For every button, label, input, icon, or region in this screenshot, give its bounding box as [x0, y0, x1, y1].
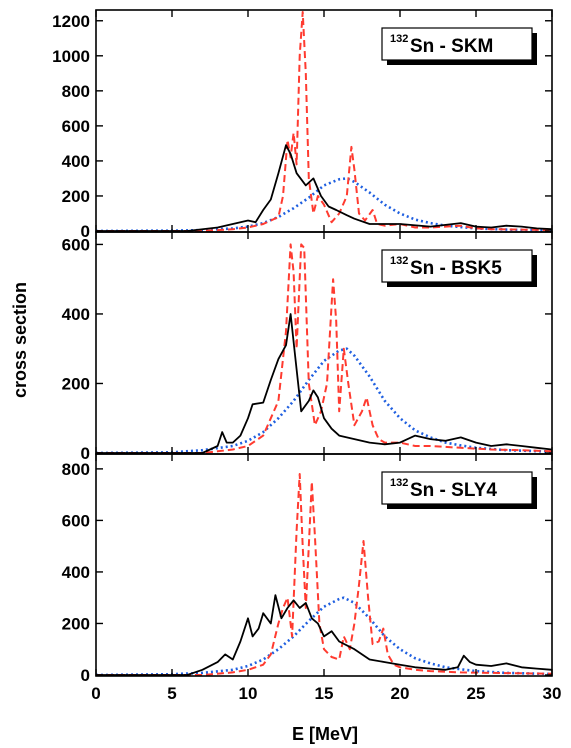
y-tick-label: 800 [62, 460, 90, 479]
y-tick-label: 200 [62, 374, 90, 393]
panel-2: 0 200 400 600 132 Sn - BSK5 [62, 231, 553, 463]
panel-1: 0 200 400 600 800 1000 1200 132 Sn - SKM [52, 9, 553, 241]
series-group [96, 243, 552, 454]
y-tick-label: 400 [62, 152, 90, 171]
panel-label-frame [381, 27, 533, 61]
y-tick-label: 200 [62, 614, 90, 633]
series-dotted-line [96, 347, 552, 454]
y-tick-label: 400 [62, 563, 90, 582]
panel-label-sup: 132 [390, 255, 408, 267]
series-solid-line [96, 313, 552, 454]
x-tick-label: 15 [315, 684, 334, 703]
y-tick-label: 0 [81, 444, 90, 463]
panel-label-sup: 132 [390, 33, 408, 45]
y-tick-label: 0 [81, 666, 90, 685]
panel-label-sup: 132 [390, 477, 408, 489]
y-tick-label: 400 [62, 305, 90, 324]
series-solid-line [96, 144, 552, 232]
y-tick-label: 800 [62, 82, 90, 101]
y-tick-label: 600 [62, 511, 90, 530]
series-group [96, 11, 552, 232]
y-tick-label: 1200 [52, 12, 90, 31]
x-axis-title: E [MeV] [292, 724, 358, 744]
panel-label-text: Sn - SLY4 [410, 480, 497, 501]
panel-3: 0 200 400 600 800 0 5 10 15 20 25 30 132 Sn - SLY4 [62, 453, 562, 703]
series-dotted-line [96, 596, 552, 676]
x-tick-label: 10 [239, 684, 258, 703]
series-group [96, 473, 552, 676]
panel-label-text: Sn - BSK5 [410, 258, 502, 279]
panel-label-box: 132 Sn - SLY4 [381, 471, 537, 509]
series-dashed-line [96, 11, 552, 232]
series-dashed-line [96, 243, 552, 454]
panel-label-box: 132 Sn - BSK5 [381, 249, 537, 287]
panel-label-text: Sn - SKM [410, 36, 493, 57]
panel-label-frame [381, 249, 533, 283]
x-tick-label: 25 [467, 684, 486, 703]
y-tick-label: 600 [62, 117, 90, 136]
y-tick-label: 600 [62, 235, 90, 254]
y-tick-label: 0 [81, 222, 90, 241]
y-tick-label: 200 [62, 187, 90, 206]
panel-label-frame [381, 471, 533, 505]
panel-label-box: 132 Sn - SKM [381, 27, 537, 65]
series-dashed-line [96, 473, 552, 676]
x-tick-label: 20 [391, 684, 410, 703]
x-tick-label: 0 [91, 684, 100, 703]
x-tick-label: 30 [543, 684, 562, 703]
y-axis-title: cross section [10, 282, 30, 398]
series-solid-line [96, 594, 552, 676]
x-tick-label: 5 [167, 684, 176, 703]
y-tick-label: 1000 [52, 47, 90, 66]
